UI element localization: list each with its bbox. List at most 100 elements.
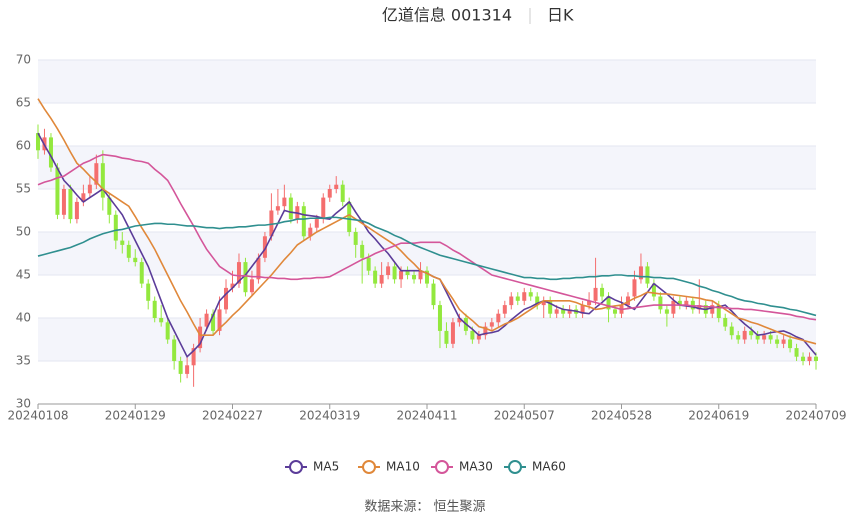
x-tick-label: 20240129 (105, 409, 166, 423)
x-tick-label: 20240227 (202, 409, 263, 423)
candle-body (794, 348, 799, 357)
legend-marker (435, 460, 449, 474)
source-note: 数据来源： 恒生聚源 (364, 500, 485, 515)
candle-body (671, 300, 676, 314)
candle-body (347, 201, 352, 232)
candle-body (515, 296, 520, 301)
candle-body (262, 236, 267, 258)
candle-body (236, 262, 241, 284)
candle-body (587, 300, 592, 306)
candle-body (781, 339, 786, 344)
candle-body (243, 262, 248, 293)
candle-body (489, 322, 494, 327)
ma-line (37, 98, 817, 345)
candle-body (522, 292, 527, 301)
candle-body (716, 305, 721, 318)
candle-body (120, 240, 125, 245)
legend-marker (362, 460, 376, 474)
candle-body (288, 197, 293, 220)
candle-body (450, 322, 455, 344)
candle-body (146, 283, 151, 301)
candle-body (172, 339, 177, 361)
y-tick-label: 35 (16, 354, 31, 368)
candle-body (68, 189, 73, 220)
candle-body (425, 270, 429, 284)
candle-body (502, 305, 507, 314)
y-tick-label: 50 (16, 225, 31, 239)
x-tick-label: 20240507 (494, 409, 555, 423)
candle-body (509, 296, 514, 306)
candle-body (541, 300, 546, 306)
x-tick-label: 20240108 (7, 409, 68, 423)
candle-body (353, 232, 358, 245)
candle-body (48, 137, 53, 168)
candle-body (308, 227, 313, 237)
candle-body (165, 322, 170, 340)
candle-body (81, 193, 86, 202)
candle-body (710, 305, 715, 314)
x-tick-label: 20240528 (591, 409, 652, 423)
candle-body (314, 219, 319, 228)
ma-line (37, 153, 817, 321)
candle-body (651, 283, 656, 297)
x-tick-label: 20240619 (688, 409, 749, 423)
candle-body (269, 210, 274, 237)
candle-body (561, 309, 566, 314)
candle-body (217, 309, 222, 331)
candle-body (736, 335, 741, 340)
candle-body (275, 206, 280, 211)
candle-body (483, 326, 488, 336)
candle-body (690, 300, 695, 310)
candle-body (807, 356, 812, 361)
candle-body (476, 335, 481, 340)
candle-body (593, 287, 598, 301)
candle-body (645, 266, 650, 284)
y-tick-label: 65 (16, 96, 31, 110)
y-tick-label: 70 (16, 53, 31, 67)
candle-body (742, 330, 747, 340)
candle-body (658, 296, 663, 310)
candle-body (392, 266, 397, 280)
candle-body (444, 330, 449, 344)
legend-label: MA5 (313, 460, 339, 474)
candle-body (470, 330, 475, 340)
candle-body (768, 335, 773, 340)
candle-body (373, 270, 378, 284)
candle-body (321, 197, 326, 220)
candle-body (677, 300, 682, 306)
candle-body (139, 262, 144, 284)
candle-body (152, 300, 157, 318)
candle-body (256, 257, 261, 280)
candle-body (606, 296, 611, 310)
candle-body (684, 300, 689, 306)
y-tick-label: 30 (16, 397, 31, 411)
candle-body (632, 279, 637, 297)
legend-marker (289, 460, 303, 474)
candle-body (580, 305, 585, 314)
legend-label: MA10 (386, 460, 420, 474)
candle-body (204, 313, 209, 327)
y-tick-label: 40 (16, 311, 31, 325)
candle-body (814, 356, 818, 361)
candle-body (107, 197, 112, 215)
candle-body (801, 356, 806, 361)
candle-body (61, 189, 66, 215)
candle-body (723, 318, 728, 327)
candle-body (100, 163, 105, 198)
candle-body (613, 309, 618, 314)
candle-body (528, 292, 533, 297)
y-tick-label: 45 (16, 268, 31, 282)
ma-line (37, 216, 817, 317)
candle-body (178, 361, 183, 374)
candle-body (282, 197, 287, 207)
candle-body (133, 257, 138, 263)
candle-body (457, 318, 462, 323)
candle-body (412, 275, 417, 280)
candle-body (638, 266, 643, 280)
candle-body (334, 184, 339, 189)
candle-body (224, 287, 229, 310)
candle-body (327, 189, 332, 198)
candle-body (418, 270, 423, 280)
plot-band (38, 60, 816, 103)
